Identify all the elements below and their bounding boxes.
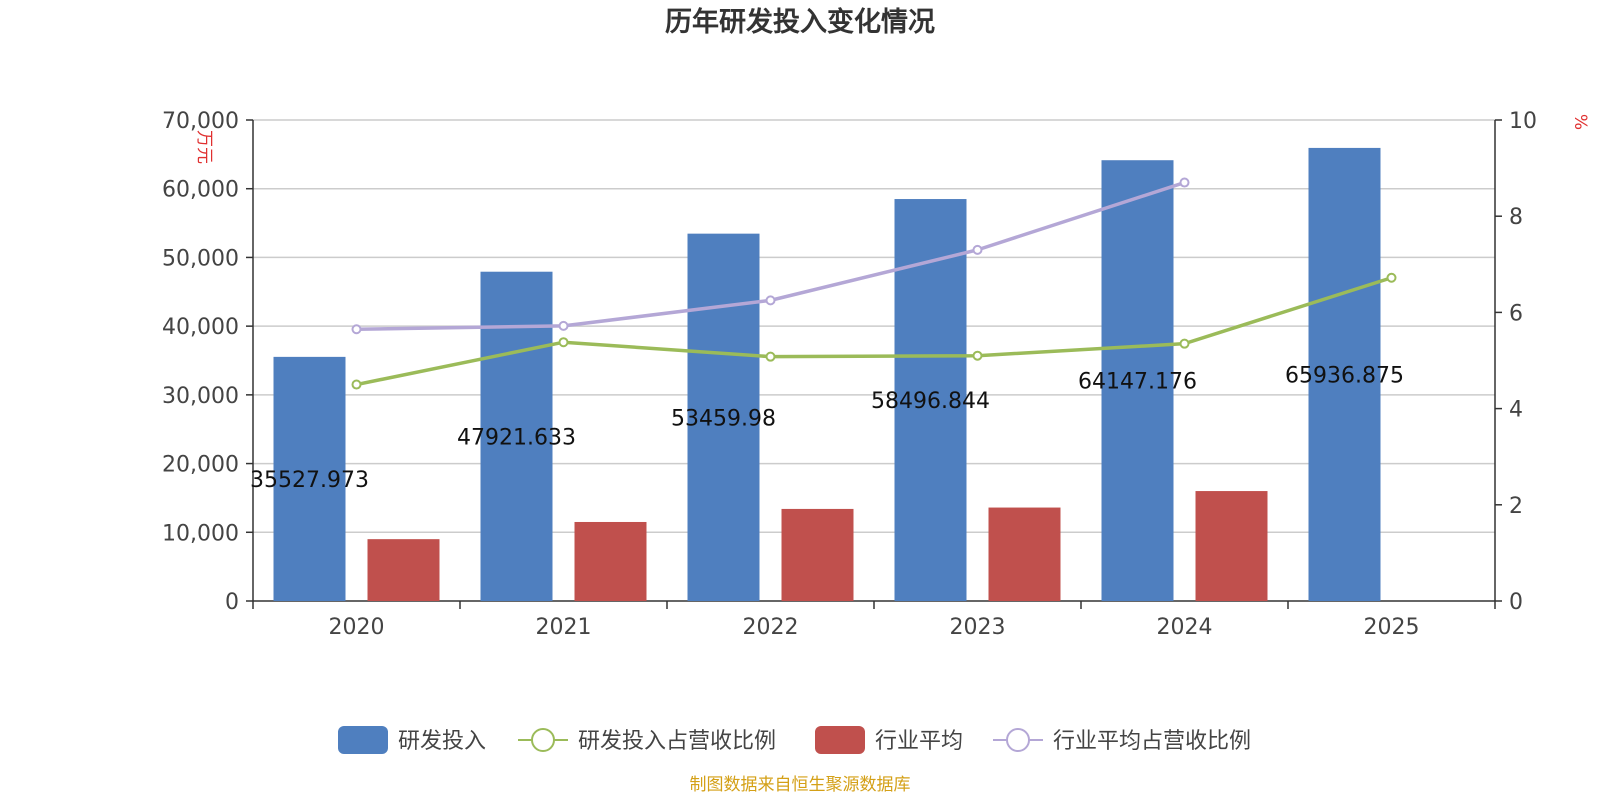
rd-ratio-point [351, 379, 362, 390]
left-tick-label: 10,000 [162, 521, 239, 546]
right-tick-label: 0 [1509, 590, 1523, 615]
industry-average-bar [1195, 491, 1268, 601]
rd-investment-bar [1101, 160, 1174, 601]
left-tick-label: 0 [225, 590, 239, 615]
industry-ratio-point [1179, 177, 1190, 188]
right-axis-unit: % [1570, 114, 1590, 130]
rd-investment-bar [1308, 147, 1381, 601]
legend-label: 研发投入占营收比例 [578, 729, 776, 754]
rd-ratio-point [1179, 338, 1190, 349]
right-tick-label: 2 [1509, 494, 1523, 519]
bar-value-label: 64147.176 [1078, 370, 1197, 395]
industry-average-bar [988, 507, 1061, 601]
industry-ratio-point [558, 320, 569, 331]
legend: 研发投入 研发投入占营收比例 行业平均 行业平均占营收比例 [338, 726, 1251, 754]
rd-ratio-point [765, 351, 776, 362]
x-tick-label: 2020 [329, 615, 385, 640]
source-note: 制图数据来自恒生聚源数据库 [690, 775, 911, 795]
bar-value-label: 65936.875 [1285, 363, 1404, 388]
industry-ratio-point [765, 295, 776, 306]
industry-average-bar [781, 508, 854, 601]
right-tick-label: 4 [1509, 398, 1523, 423]
right-tick-label: 10 [1509, 109, 1537, 134]
left-axis-unit: 万元 [194, 130, 214, 164]
legend-marker [531, 728, 555, 752]
left-tick-label: 20,000 [162, 453, 239, 478]
x-tick-label: 2024 [1157, 615, 1213, 640]
industry-average-bar [367, 539, 440, 601]
industry-ratio-point [972, 244, 983, 255]
legend-bar-swatch [815, 726, 865, 754]
rd-ratio-point [1386, 272, 1397, 283]
left-tick-label: 50,000 [162, 246, 239, 271]
industry-ratio-point [351, 324, 362, 335]
axes: 0 10,000 20,000 30,000 40,000 50,000 60,000 70,… [162, 109, 1537, 640]
rd-ratio-line [356, 276, 1393, 387]
x-tick-label: 2021 [536, 615, 592, 640]
rd-ratio-point [972, 350, 983, 361]
industry-average-bar [574, 521, 647, 601]
left-tick-label: 70,000 [162, 109, 239, 134]
bar-value-label: 58496.844 [871, 389, 990, 414]
right-tick-label: 6 [1509, 301, 1523, 326]
rd-investment-bar [687, 233, 760, 601]
legend-label: 行业平均占营收比例 [1053, 729, 1251, 754]
bar-value-label: 53459.98 [671, 406, 776, 431]
legend-label: 研发投入 [398, 729, 486, 754]
left-tick-label: 40,000 [162, 315, 239, 340]
rd-ratio-point [558, 337, 569, 348]
x-tick-label: 2022 [743, 615, 799, 640]
bars [273, 147, 1381, 601]
bar-value-label: 47921.633 [457, 425, 576, 450]
rd-investment-bar [273, 356, 346, 601]
right-tick-label: 8 [1509, 205, 1523, 230]
legend-bar-swatch [338, 726, 388, 754]
lines [351, 177, 1397, 390]
legend-marker [1006, 728, 1030, 752]
legend-label: 行业平均 [875, 729, 963, 754]
x-tick-label: 2025 [1364, 615, 1420, 640]
bar-value-label: 35527.973 [250, 468, 369, 493]
x-tick-label: 2023 [950, 615, 1006, 640]
left-tick-label: 30,000 [162, 384, 239, 409]
left-tick-label: 60,000 [162, 178, 239, 203]
data-labels: 35527.973 47921.633 53459.98 58496.844 64147… [250, 363, 1404, 492]
chart-title: 历年研发投入变化情况 [665, 6, 935, 38]
